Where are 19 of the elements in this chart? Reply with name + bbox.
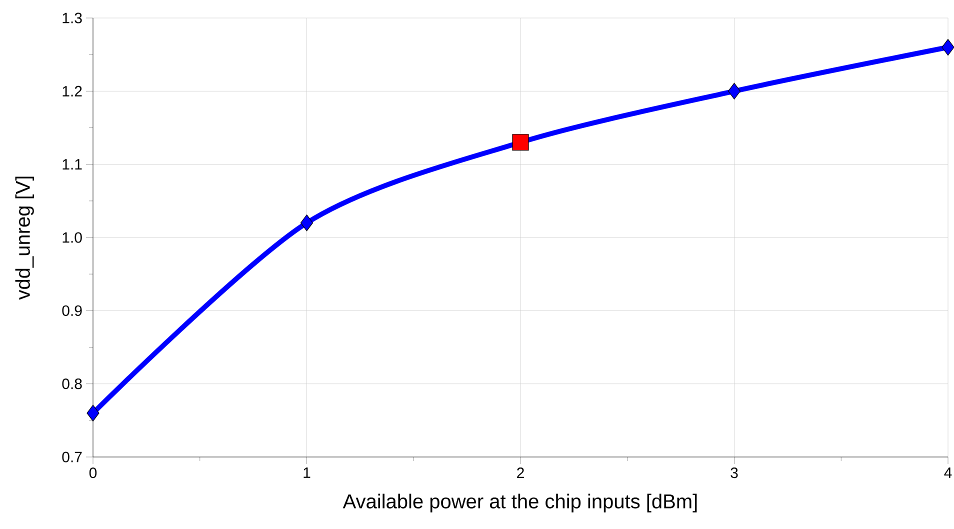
y-tick-label: 0.9 [62, 305, 82, 316]
y-tick-label: 1.0 [62, 232, 82, 243]
point [86, 404, 100, 422]
y-tick-label: 1.3 [62, 12, 82, 24]
y-tick-label: 1.1 [62, 159, 82, 170]
x-tick-label: 3 [730, 468, 738, 478]
y-tick-label: 1.2 [62, 86, 82, 96]
x-tick-label: 0 [89, 468, 97, 478]
x-axis-title: Available power at the chip inputs [dBm] [342, 494, 697, 512]
point [512, 134, 529, 151]
y-axis-title: vdd_unreg [V] [15, 176, 34, 300]
x-tick-label: 2 [517, 468, 524, 478]
x-tick-label: 1 [304, 468, 310, 478]
y-tick-label: 0.7 [62, 452, 82, 462]
y-tick-label: 0.8 [62, 378, 82, 390]
point [300, 214, 314, 232]
x-tick-label: 4 [944, 468, 952, 478]
point [942, 38, 954, 56]
point [728, 82, 741, 100]
